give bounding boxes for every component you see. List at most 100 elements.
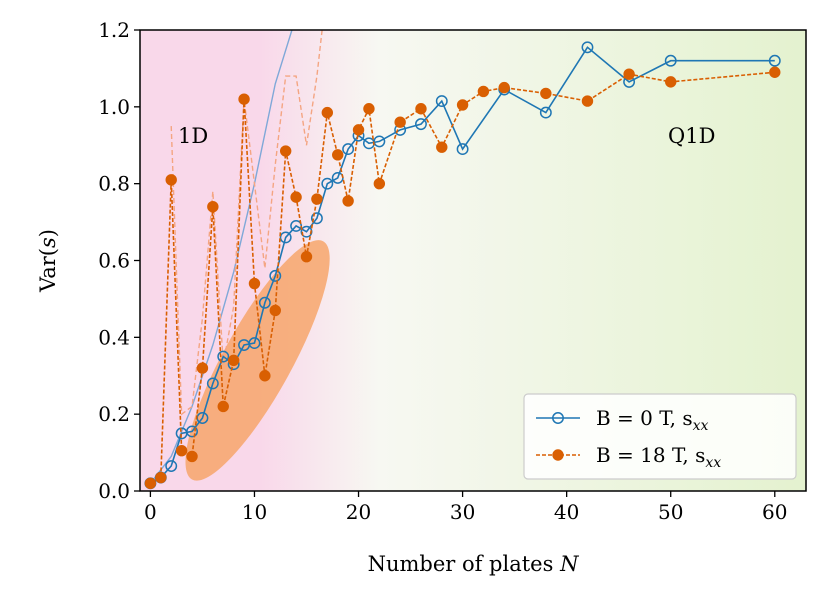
- y-axis-label: Var(s): [36, 229, 60, 293]
- guide-curves-layer: [149, 30, 323, 484]
- legend-item-1: B = 18 T, sxx: [536, 443, 721, 471]
- series-0-point: [435, 95, 448, 108]
- series-1-point: [373, 177, 386, 190]
- legend-label-sub: xx: [705, 455, 721, 471]
- y-axis-label-close: ): [36, 229, 60, 237]
- series-1-line: [150, 71, 775, 485]
- x-tick-label: 40: [554, 500, 579, 524]
- series-1-point: [290, 191, 302, 203]
- y-tick-label: 1.2: [98, 18, 130, 42]
- region-label-1d: 1D: [178, 124, 208, 148]
- light-orange-dashed-curve: [170, 30, 323, 416]
- series-0-line: [150, 46, 775, 485]
- legend-label-main: B = 0 T, s: [596, 406, 693, 430]
- series-1-point: [581, 95, 594, 107]
- series-1-point: [311, 193, 323, 205]
- x-tick-label: 30: [450, 500, 475, 524]
- series-1-point: [769, 66, 781, 78]
- series-1-point: [665, 76, 677, 88]
- legend-label-1: B = 18 T, sxx: [596, 443, 721, 471]
- series-1-point: [415, 103, 427, 115]
- region-label-q1d: Q1D: [668, 124, 715, 148]
- series-1-point: [175, 444, 188, 457]
- legend-marker-0: [552, 412, 564, 424]
- y-tick-label: 1.0: [98, 95, 130, 119]
- series-0-point: [217, 350, 230, 363]
- x-axis-label: Number of plates N: [368, 552, 580, 576]
- series-0-point: [206, 377, 219, 390]
- x-tick-label: 50: [658, 500, 683, 524]
- y-axis-ticks: 0.0 0.2 0.4 0.6 0.8 1.0 1.2: [98, 18, 140, 503]
- series-0-point: [456, 143, 469, 156]
- series-1-point: [186, 450, 198, 463]
- series-0-point: [664, 54, 677, 67]
- series-1-point: [332, 149, 344, 161]
- y-tick-label: 0.0: [98, 479, 130, 503]
- series-1-point: [456, 99, 469, 111]
- series-1-point: [321, 106, 334, 119]
- legend-marker-1: [552, 449, 564, 461]
- series-1: [144, 66, 781, 490]
- y-tick-label: 0.6: [98, 249, 130, 273]
- series-1-point: [269, 304, 281, 317]
- series-0-point: [768, 54, 781, 67]
- series-1-point: [238, 93, 250, 105]
- legend-label-sub: xx: [693, 418, 709, 434]
- x-tick-label: 0: [144, 500, 157, 524]
- series-1-point: [477, 85, 490, 98]
- x-axis-label-var: N: [559, 552, 579, 576]
- legend-label-0: B = 0 T, sxx: [596, 406, 709, 434]
- series-1-point: [342, 195, 354, 207]
- series-1-point: [227, 354, 240, 367]
- series-0-point: [342, 143, 355, 156]
- series-1-point: [144, 477, 157, 490]
- series-0-point: [258, 296, 271, 309]
- series-0-point: [415, 118, 427, 131]
- plot-area: [144, 30, 781, 490]
- y-axis-label-var: s: [36, 237, 60, 248]
- series-0-point: [581, 41, 594, 54]
- series-0-point: [248, 337, 261, 350]
- series-1-point: [394, 116, 406, 128]
- legend-item-0: B = 0 T, sxx: [536, 406, 709, 434]
- legend-box: [523, 393, 797, 480]
- series-1-point: [352, 124, 365, 136]
- series-1-point: [207, 201, 219, 213]
- series-1-point: [165, 174, 177, 186]
- x-axis-label-text: Number of plates: [368, 552, 561, 576]
- light-blue-curve: [149, 30, 293, 484]
- legend-label-main: B = 18 T, s: [596, 443, 705, 467]
- series-1-point: [155, 471, 167, 484]
- series-1-point: [623, 68, 635, 80]
- series-1-point: [248, 277, 261, 290]
- series-layer: [144, 41, 781, 490]
- series-0-point: [539, 106, 552, 119]
- series-1-point: [300, 250, 313, 263]
- series-1-point: [363, 103, 375, 115]
- series-1-point: [259, 370, 271, 382]
- series-0-point: [165, 460, 178, 472]
- series-1-point: [498, 81, 510, 94]
- series-1-point: [279, 145, 292, 157]
- x-tick-label: 10: [242, 500, 267, 524]
- series-0-point: [279, 231, 292, 244]
- series-1-point: [217, 400, 229, 413]
- x-tick-label: 20: [346, 500, 371, 524]
- series-0-point: [186, 425, 198, 438]
- y-tick-label: 0.8: [98, 172, 130, 196]
- series-0-point: [269, 269, 282, 282]
- highlight-ellipse-layer: [185, 240, 330, 481]
- x-axis-ticks: 0 10 20 30 40 50 60: [144, 491, 788, 524]
- highlight-ellipse: [185, 240, 330, 481]
- y-tick-label: 0.4: [98, 325, 130, 349]
- x-tick-label: 60: [762, 500, 787, 524]
- series-1-point: [196, 362, 209, 374]
- y-axis-label-text: Var(: [36, 248, 60, 293]
- series-1-point: [436, 141, 448, 153]
- series-0-point: [321, 177, 334, 190]
- series-1-point: [540, 87, 552, 100]
- y-tick-label: 0.2: [98, 402, 130, 426]
